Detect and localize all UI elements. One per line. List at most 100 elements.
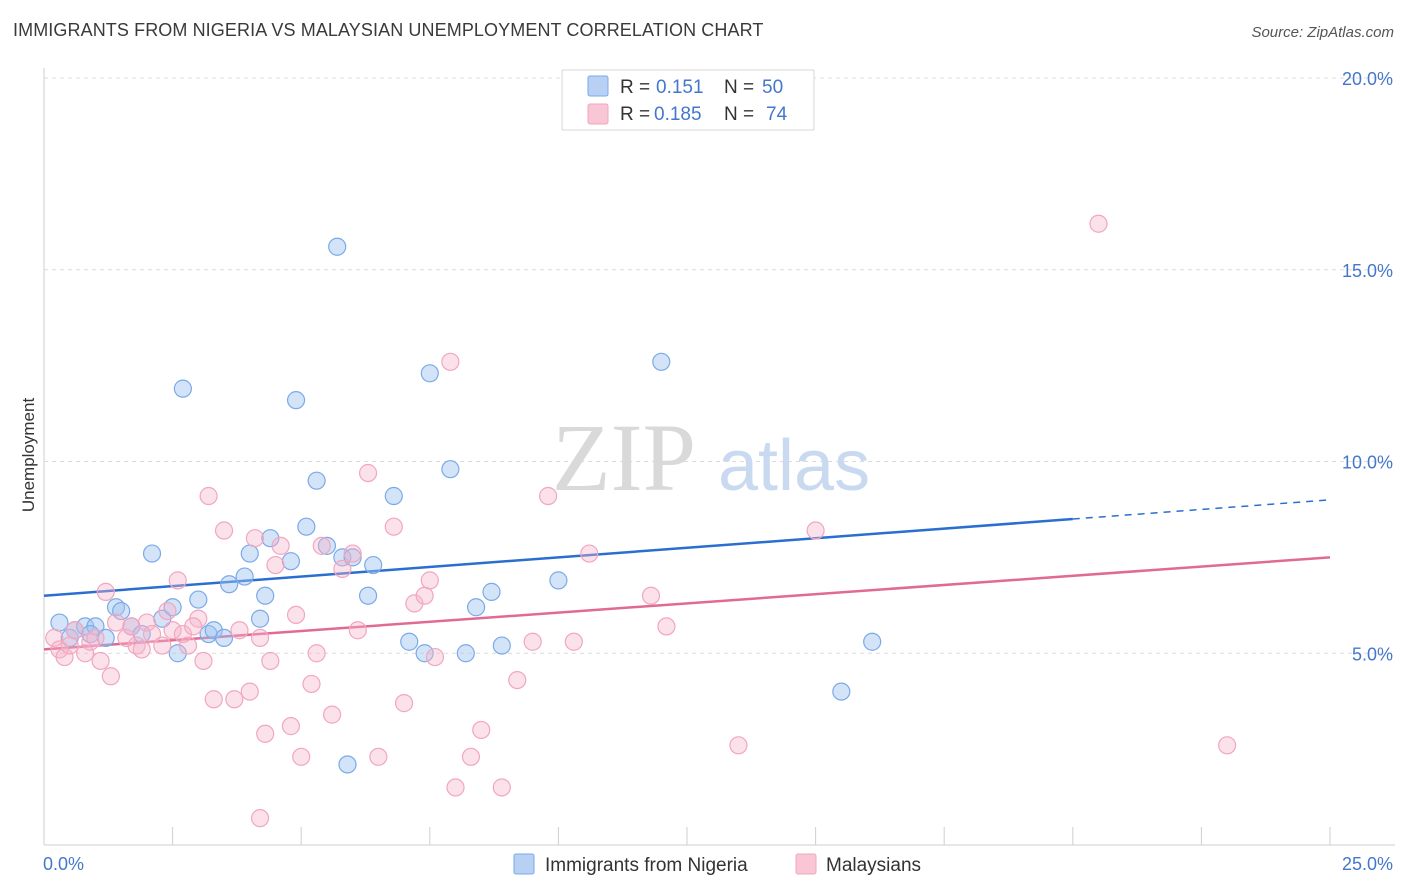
point-nigeria-10 (142, 544, 162, 563)
point-nigeria-39 (420, 364, 439, 383)
point-malaysians-63 (564, 632, 583, 651)
point-nigeria-46 (652, 352, 671, 371)
point-malaysians-21 (173, 624, 192, 644)
point-nigeria-40 (441, 460, 460, 479)
point-malaysians-48 (369, 747, 388, 766)
legend-n-label-2: N = (724, 104, 754, 125)
point-nigeria-48 (863, 632, 882, 651)
point-malaysians-4 (65, 621, 84, 640)
point-nigeria-32 (338, 755, 357, 774)
point-malaysians-29 (230, 621, 249, 640)
point-malaysians-49 (384, 517, 403, 536)
point-malaysians-10 (106, 613, 126, 632)
y-axis-title: Unemployment (19, 398, 38, 513)
series-legend-swatch-malaysians (795, 853, 817, 875)
point-malaysians-56 (446, 778, 465, 797)
point-malaysians-9 (101, 667, 120, 686)
point-malaysians-51 (405, 594, 424, 613)
trend-line-nigeria-extension (1072, 499, 1331, 520)
point-malaysians-57 (461, 747, 481, 766)
point-malaysians-31 (245, 529, 265, 548)
legend-r-value-2: 0.185 (654, 104, 702, 125)
point-malaysians-67 (729, 736, 748, 755)
trend-line-malaysians (43, 556, 1331, 651)
point-malaysians-58 (472, 720, 491, 740)
point-nigeria-26 (286, 391, 306, 410)
legend-n-value-1: 50 (762, 77, 783, 98)
x-tick-label-min: 0.0% (43, 854, 84, 874)
point-malaysians-69 (1089, 214, 1108, 233)
point-malaysians-64 (580, 544, 599, 563)
point-malaysians-27 (214, 521, 234, 540)
point-malaysians-35 (266, 555, 285, 575)
point-malaysians-44 (333, 559, 352, 578)
legend-n-value-2: 74 (766, 104, 788, 125)
point-malaysians-12 (122, 617, 141, 636)
point-malaysians-28 (225, 690, 244, 709)
point-malaysians-14 (132, 640, 151, 659)
series-legend: Immigrants from Nigeria Malaysians (513, 853, 921, 876)
point-malaysians-50 (394, 694, 414, 713)
point-malaysians-30 (240, 682, 259, 701)
point-malaysians-8 (96, 582, 115, 601)
point-nigeria-29 (317, 536, 337, 555)
point-malaysians-11 (117, 628, 136, 648)
legend-swatch-nigeria (587, 75, 609, 97)
trend-line-nigeria (43, 517, 1073, 597)
point-nigeria-35 (364, 555, 383, 575)
x-tick-label-max: 25.0% (1342, 854, 1393, 874)
point-nigeria-38 (415, 644, 434, 663)
y-tick-labels: 5.0% 10.0% 15.0% 20.0% (1342, 69, 1393, 664)
point-malaysians-42 (312, 536, 331, 555)
series-legend-label-malaysians: Malaysians (826, 855, 921, 876)
point-nigeria-27 (297, 517, 316, 536)
point-nigeria-18 (214, 628, 234, 648)
point-nigeria-20 (235, 567, 254, 586)
point-malaysians-33 (256, 724, 275, 743)
point-malaysians-36 (271, 536, 290, 555)
point-malaysians-43 (322, 705, 342, 724)
chart-title: IMMIGRANTS FROM NIGERIA VS MALAYSIAN UNE… (13, 20, 764, 40)
point-malaysians-26 (204, 690, 223, 709)
point-malaysians-5 (76, 644, 95, 663)
point-nigeria-22 (250, 609, 270, 628)
point-nigeria-7 (112, 601, 131, 621)
point-malaysians-24 (194, 651, 213, 671)
point-nigeria-36 (384, 486, 403, 506)
point-malaysians-68 (806, 521, 825, 540)
series-legend-swatch-nigeria (513, 853, 535, 875)
point-nigeria-37 (400, 632, 419, 651)
point-malaysians-15 (137, 613, 156, 632)
point-nigeria-41 (456, 644, 475, 663)
point-nigeria-21 (240, 544, 259, 563)
point-malaysians-61 (523, 632, 542, 651)
point-malaysians-45 (343, 544, 362, 563)
legend-swatch-malaysians (587, 103, 609, 125)
legend-n-label-1: N = (724, 77, 754, 98)
point-nigeria-13 (168, 644, 187, 663)
point-malaysians-46 (348, 621, 367, 640)
stats-legend: R = 0.151 N = 50 R = 0.185 N = 74 (561, 69, 815, 131)
point-malaysians-7 (91, 651, 110, 671)
point-malaysians-52 (415, 586, 434, 605)
point-nigeria-23 (256, 586, 275, 605)
legend-r-label-1: R = (620, 77, 650, 98)
point-malaysians-41 (307, 644, 326, 663)
point-nigeria-33 (343, 548, 362, 567)
source-label: Source: ZipAtlas.com (1251, 24, 1394, 41)
point-malaysians-20 (168, 571, 187, 590)
point-malaysians-65 (641, 586, 661, 605)
point-malaysians-18 (158, 601, 177, 621)
point-malaysians-47 (358, 463, 378, 483)
point-malaysians-71 (250, 809, 270, 828)
point-malaysians-37 (281, 717, 301, 736)
trend-lines (43, 499, 1331, 651)
y-tick-label-1: 10.0% (1342, 453, 1393, 473)
watermark-zip: ZIP (552, 404, 696, 511)
axes (43, 68, 1395, 846)
point-nigeria-17 (204, 621, 223, 640)
point-malaysians-2 (55, 647, 74, 667)
y-tick-label-0: 5.0% (1352, 644, 1393, 664)
point-malaysians-59 (492, 778, 511, 797)
point-malaysians-19 (163, 621, 182, 640)
